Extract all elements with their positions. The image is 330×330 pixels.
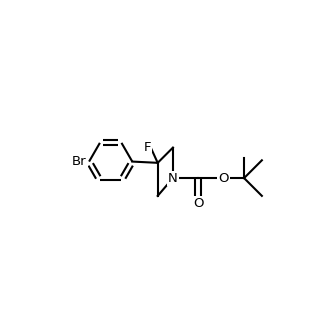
Text: F: F [144,141,151,154]
Text: O: O [193,197,204,210]
Text: N: N [168,172,178,184]
Text: Br: Br [72,155,86,168]
Text: O: O [218,172,229,184]
